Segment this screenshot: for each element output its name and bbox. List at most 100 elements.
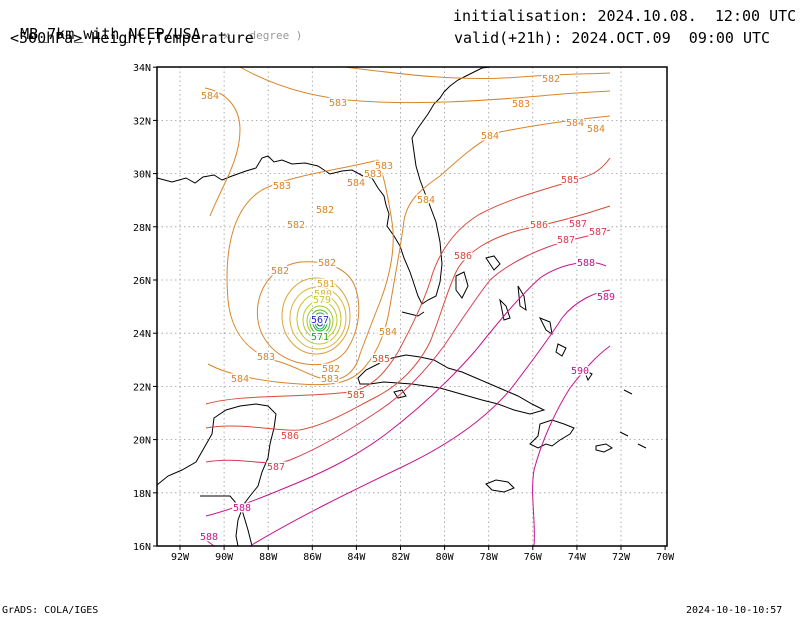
contour-label: 589 xyxy=(597,292,615,303)
footer-timestamp: 2024-10-10-10:57 xyxy=(686,605,783,616)
contour-label: 581 xyxy=(317,279,335,290)
contour-label: 579 xyxy=(313,295,331,306)
height-contours xyxy=(204,66,611,547)
lat-tick-label: 20N xyxy=(133,436,151,447)
contour-label: 582 xyxy=(542,74,560,85)
contour-573 xyxy=(309,309,331,335)
map-frame xyxy=(156,66,668,547)
lat-tick-label: 34N xyxy=(133,63,151,74)
contour-label: 590 xyxy=(571,366,589,377)
contour-label: 582 xyxy=(318,258,336,269)
lon-tick-label: 80W xyxy=(436,552,455,563)
contour-label: 587 xyxy=(569,219,587,230)
contour-588 xyxy=(205,261,607,517)
isla-juventud xyxy=(393,389,407,399)
contour-583-loop xyxy=(226,159,394,381)
valid-value: 2024.OCT.09 09:00 UTC xyxy=(571,29,771,47)
lon-tick-label: 88W xyxy=(259,552,278,563)
lat-tick-label: 16N xyxy=(133,542,151,553)
contour-label: 583 xyxy=(375,161,393,172)
contour-label: 587 xyxy=(267,462,285,473)
contour-label: 584 xyxy=(347,178,365,189)
model-title: MB_7km_with_NCEP/USA . x . degree ) xyxy=(2,7,302,45)
contour-label: 582 xyxy=(316,205,334,216)
jamaica xyxy=(485,479,515,493)
init-label: initialisation: xyxy=(453,7,589,25)
contour-label: 583 xyxy=(512,99,530,110)
contour-label: 582 xyxy=(322,364,340,375)
contour-label: 588 xyxy=(233,503,251,514)
lesser-islands xyxy=(619,389,647,449)
contour-584-west xyxy=(204,87,241,217)
contour-label: 588 xyxy=(200,532,218,543)
contour-575 xyxy=(306,305,334,337)
contour-label: 571 xyxy=(311,332,329,343)
contour-584-loop xyxy=(207,115,611,386)
contour-label: 585 xyxy=(372,354,390,365)
contour-label: 580 xyxy=(314,289,332,300)
contour-label: 582 xyxy=(271,266,289,277)
yucatan xyxy=(156,403,277,547)
contour-label: 586 xyxy=(530,220,548,231)
lat-tick-label: 22N xyxy=(133,382,151,393)
lat-tick-label: 24N xyxy=(133,329,151,340)
contour-588-sw xyxy=(205,539,215,547)
bahamas-4 xyxy=(517,285,527,312)
lon-tick-label: 74W xyxy=(568,552,587,563)
contour-581 xyxy=(281,277,351,355)
lon-tick-label: 82W xyxy=(391,552,410,563)
contour-label: 583 xyxy=(321,374,339,385)
lon-tick-label: 90W xyxy=(215,552,234,563)
lon-tick-label: 76W xyxy=(524,552,543,563)
hispaniola xyxy=(529,419,575,449)
contour-label: 584 xyxy=(587,124,605,135)
lat-tick-label: 32N xyxy=(133,116,151,127)
lat-tick-label: 18N xyxy=(133,489,151,500)
contour-587 xyxy=(205,229,611,464)
bahamas-3 xyxy=(499,298,511,321)
puerto-rico xyxy=(595,443,613,453)
contour-label: 584 xyxy=(417,195,435,206)
axes: 92W 90W 88W 86W 84W 82W 80W 78W 76W 74W 72W 70W 16N 1… xyxy=(133,63,675,563)
bahamas-5 xyxy=(538,317,553,336)
contour-label: 584 xyxy=(566,118,584,129)
lat-tick-label: 30N xyxy=(133,170,151,181)
contour-label: 584 xyxy=(379,327,397,338)
central-america xyxy=(200,495,253,547)
cuba xyxy=(357,354,546,415)
contour-label: 586 xyxy=(281,431,299,442)
init-value: 2024.10.08. 12:00 UTC xyxy=(597,7,797,25)
contour-579 xyxy=(296,293,342,345)
contour-labels: 5845835825835845845845835835845835825825… xyxy=(198,73,616,545)
contour-590 xyxy=(532,345,611,547)
lon-tick-label: 78W xyxy=(480,552,499,563)
contour-label: 567 xyxy=(311,315,329,326)
model-resolution: . x . degree ) xyxy=(209,29,303,42)
contour-label: 582 xyxy=(287,220,305,231)
field-title: <500hPa> Height,Temperature xyxy=(10,29,254,47)
contour-label: 583 xyxy=(273,181,291,192)
contour-569 xyxy=(314,314,326,330)
contour-label: 584 xyxy=(201,91,219,102)
init-time: initialisation: 2024.10.08. 12:00 UTC xyxy=(453,7,796,25)
lat-tick-label: 28N xyxy=(133,223,151,234)
bahamas-7 xyxy=(583,368,593,382)
contour-577 xyxy=(302,300,338,340)
valid-time: valid(+21h): 2024.OCT.09 09:00 UTC xyxy=(454,29,770,47)
bahamas-6 xyxy=(555,343,567,357)
bahamas-1 xyxy=(455,271,469,299)
contour-label: 583 xyxy=(329,98,347,109)
contour-label: 583 xyxy=(364,169,382,180)
contour-583-north xyxy=(239,66,611,104)
lon-tick-label: 92W xyxy=(171,552,190,563)
contour-label: 585 xyxy=(561,175,579,186)
lat-tick-label: 26N xyxy=(133,276,151,287)
lon-tick-label: 84W xyxy=(347,552,366,563)
bahamas-2 xyxy=(485,255,501,271)
lon-tick-label: 70W xyxy=(656,552,675,563)
contour-582-north xyxy=(344,66,611,80)
contour-580 xyxy=(289,286,347,350)
contour-567 xyxy=(316,317,324,327)
contour-label: 586 xyxy=(454,251,472,262)
